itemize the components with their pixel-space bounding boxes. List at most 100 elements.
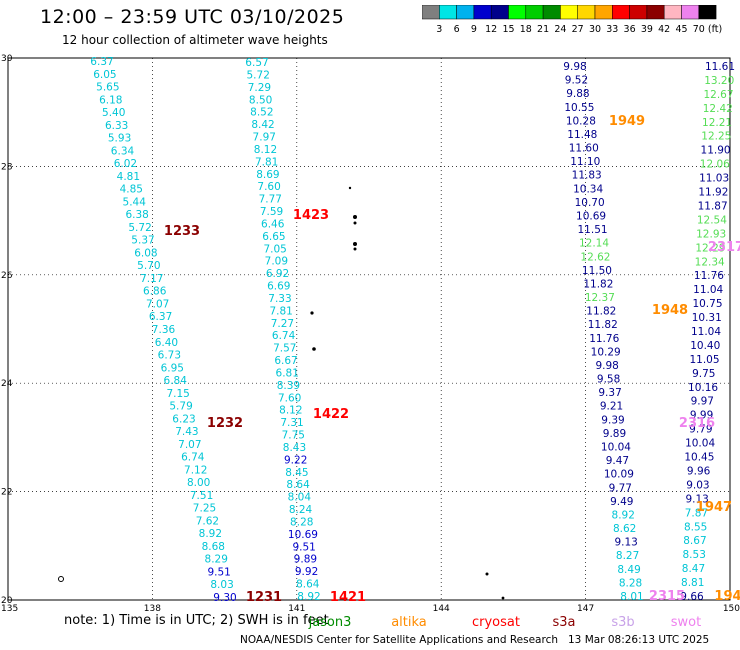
color-scale-tick: 12 xyxy=(485,24,497,35)
wave-height-value: 6.74 xyxy=(181,452,205,464)
island-marker xyxy=(58,576,64,582)
wave-height-value: 7.17 xyxy=(140,273,163,285)
wave-height-value: 9.66 xyxy=(680,591,704,603)
generation-timestamp: 13 Mar 08:26:13 UTC 2025 xyxy=(568,634,710,646)
latitude-tick-label: 28 xyxy=(1,162,13,172)
wave-height-value: 10.70 xyxy=(575,197,605,209)
wave-height-value: 11.76 xyxy=(589,333,619,345)
pass-time-label: 1422 xyxy=(313,407,349,422)
wave-height-value: 8.49 xyxy=(617,564,640,576)
wave-height-value: 7.51 xyxy=(190,490,213,502)
wave-height-value: 6.37 xyxy=(90,56,113,68)
wave-height-value: 6.86 xyxy=(143,286,167,298)
wave-height-value: 8.24 xyxy=(289,504,313,516)
wave-height-value: 5.37 xyxy=(131,235,154,247)
wave-height-value: 8.43 xyxy=(283,442,306,454)
latitude-tick-label: 26 xyxy=(1,271,13,281)
pass-time-label: 2317 xyxy=(708,240,740,255)
wave-height-value: 10.04 xyxy=(601,442,631,454)
credit-line: NOAA/NESDIS Center for Satellite Applica… xyxy=(240,634,558,646)
longitude-tick-label: 150 xyxy=(723,604,740,614)
wave-height-value: 9.21 xyxy=(600,401,623,413)
wave-height-value: 9.51 xyxy=(292,541,315,553)
wave-height-value: 8.28 xyxy=(290,516,313,528)
wave-height-value: 5.65 xyxy=(96,82,119,94)
wave-height-value: 10.75 xyxy=(692,298,722,310)
wave-height-value: 7.43 xyxy=(175,426,198,438)
wave-height-value: 11.04 xyxy=(693,284,723,296)
color-scale-tick: 30 xyxy=(589,24,601,35)
wave-height-value: 8.29 xyxy=(205,554,228,566)
wave-height-value: 6.02 xyxy=(114,158,137,170)
wave-height-value: 6.23 xyxy=(172,413,195,425)
wave-height-value: 8.00 xyxy=(187,477,210,489)
color-scale-tick: 15 xyxy=(502,24,514,35)
wave-height-value: 9.92 xyxy=(295,566,318,578)
wave-height-value: 9.98 xyxy=(595,360,618,372)
pass-time-label: 1233 xyxy=(164,224,200,239)
wave-height-value: 7.62 xyxy=(196,515,219,527)
wave-height-value: 6.34 xyxy=(111,145,135,157)
wave-height-value: 9.89 xyxy=(603,428,626,440)
wave-height-value: 12.54 xyxy=(697,214,727,226)
color-swatch xyxy=(698,5,717,20)
color-scale-tick: 39 xyxy=(641,24,653,35)
color-scale-tick: 36 xyxy=(624,24,636,35)
color-scale-tick: 33 xyxy=(606,24,618,35)
wave-height-value: 11.04 xyxy=(691,326,721,338)
wave-height-value: 11.10 xyxy=(570,156,600,168)
wave-height-value: 11.51 xyxy=(578,224,608,236)
wave-height-value: 8.64 xyxy=(296,579,320,591)
wave-height-value: 7.57 xyxy=(273,343,296,355)
wave-height-value: 8.50 xyxy=(249,94,272,106)
color-scale-tick: 21 xyxy=(537,24,549,35)
wave-height-value: 7.75 xyxy=(282,430,305,442)
wave-height-value: 7.87 xyxy=(685,507,708,519)
island-marker xyxy=(353,221,357,225)
wave-height-value: 6.95 xyxy=(161,362,184,374)
wave-height-value: 9.58 xyxy=(597,374,620,386)
color-scale-tick: 42 xyxy=(658,24,670,35)
wave-height-value: 12.34 xyxy=(695,256,725,268)
wave-height-value: 8.69 xyxy=(256,169,279,181)
wave-height-value: 9.98 xyxy=(563,61,586,73)
wave-height-value: 11.83 xyxy=(572,170,602,182)
wave-height-value: 8.68 xyxy=(202,541,225,553)
wave-height-value: 10.45 xyxy=(684,452,714,464)
wave-height-value: 12.93 xyxy=(696,228,726,240)
wave-height-value: 9.37 xyxy=(598,387,621,399)
wave-height-value: 9.22 xyxy=(284,454,307,466)
island-marker xyxy=(310,311,314,315)
wave-height-value: 11.05 xyxy=(689,354,719,366)
wave-height-value: 12.42 xyxy=(703,103,733,115)
wave-height-value: 7.59 xyxy=(260,206,283,218)
wave-height-value: 6.38 xyxy=(125,209,148,221)
pass-time-label: 194 xyxy=(714,589,740,604)
wave-height-value: 9.13 xyxy=(614,537,637,549)
wave-height-value: 12.06 xyxy=(700,159,730,171)
wave-height-value: 6.05 xyxy=(93,69,116,81)
pass-time-label: 1949 xyxy=(609,114,645,129)
color-scale-tick: 9 xyxy=(471,24,477,35)
wave-height-value: 9.79 xyxy=(689,424,712,436)
wave-height-value: 8.03 xyxy=(210,579,233,591)
island-marker xyxy=(353,242,357,246)
wave-height-value: 6.37 xyxy=(149,311,172,323)
wave-height-value: 7.25 xyxy=(193,503,216,515)
wave-height-value: 6.33 xyxy=(105,120,128,132)
wave-height-value: 6.65 xyxy=(262,231,285,243)
wave-height-value: 7.07 xyxy=(146,298,169,310)
wave-height-value: 9.99 xyxy=(690,410,713,422)
wave-height-value: 9.39 xyxy=(601,414,624,426)
footnote: note: 1) Time is in UTC; 2) SWH is in fe… xyxy=(64,613,329,628)
wave-height-value: 9.88 xyxy=(566,88,589,100)
color-scale-tick: 18 xyxy=(520,24,532,35)
wave-height-value: 7.81 xyxy=(269,305,292,317)
color-scale-tick: 24 xyxy=(554,24,566,35)
wave-height-value: 8.45 xyxy=(285,467,308,479)
wave-height-value: 7.09 xyxy=(265,256,288,268)
wave-height-value: 8.52 xyxy=(250,107,273,119)
wave-height-value: 9.89 xyxy=(294,554,317,566)
wave-height-value: 7.77 xyxy=(259,194,282,206)
wave-height-value: 7.27 xyxy=(271,318,294,330)
